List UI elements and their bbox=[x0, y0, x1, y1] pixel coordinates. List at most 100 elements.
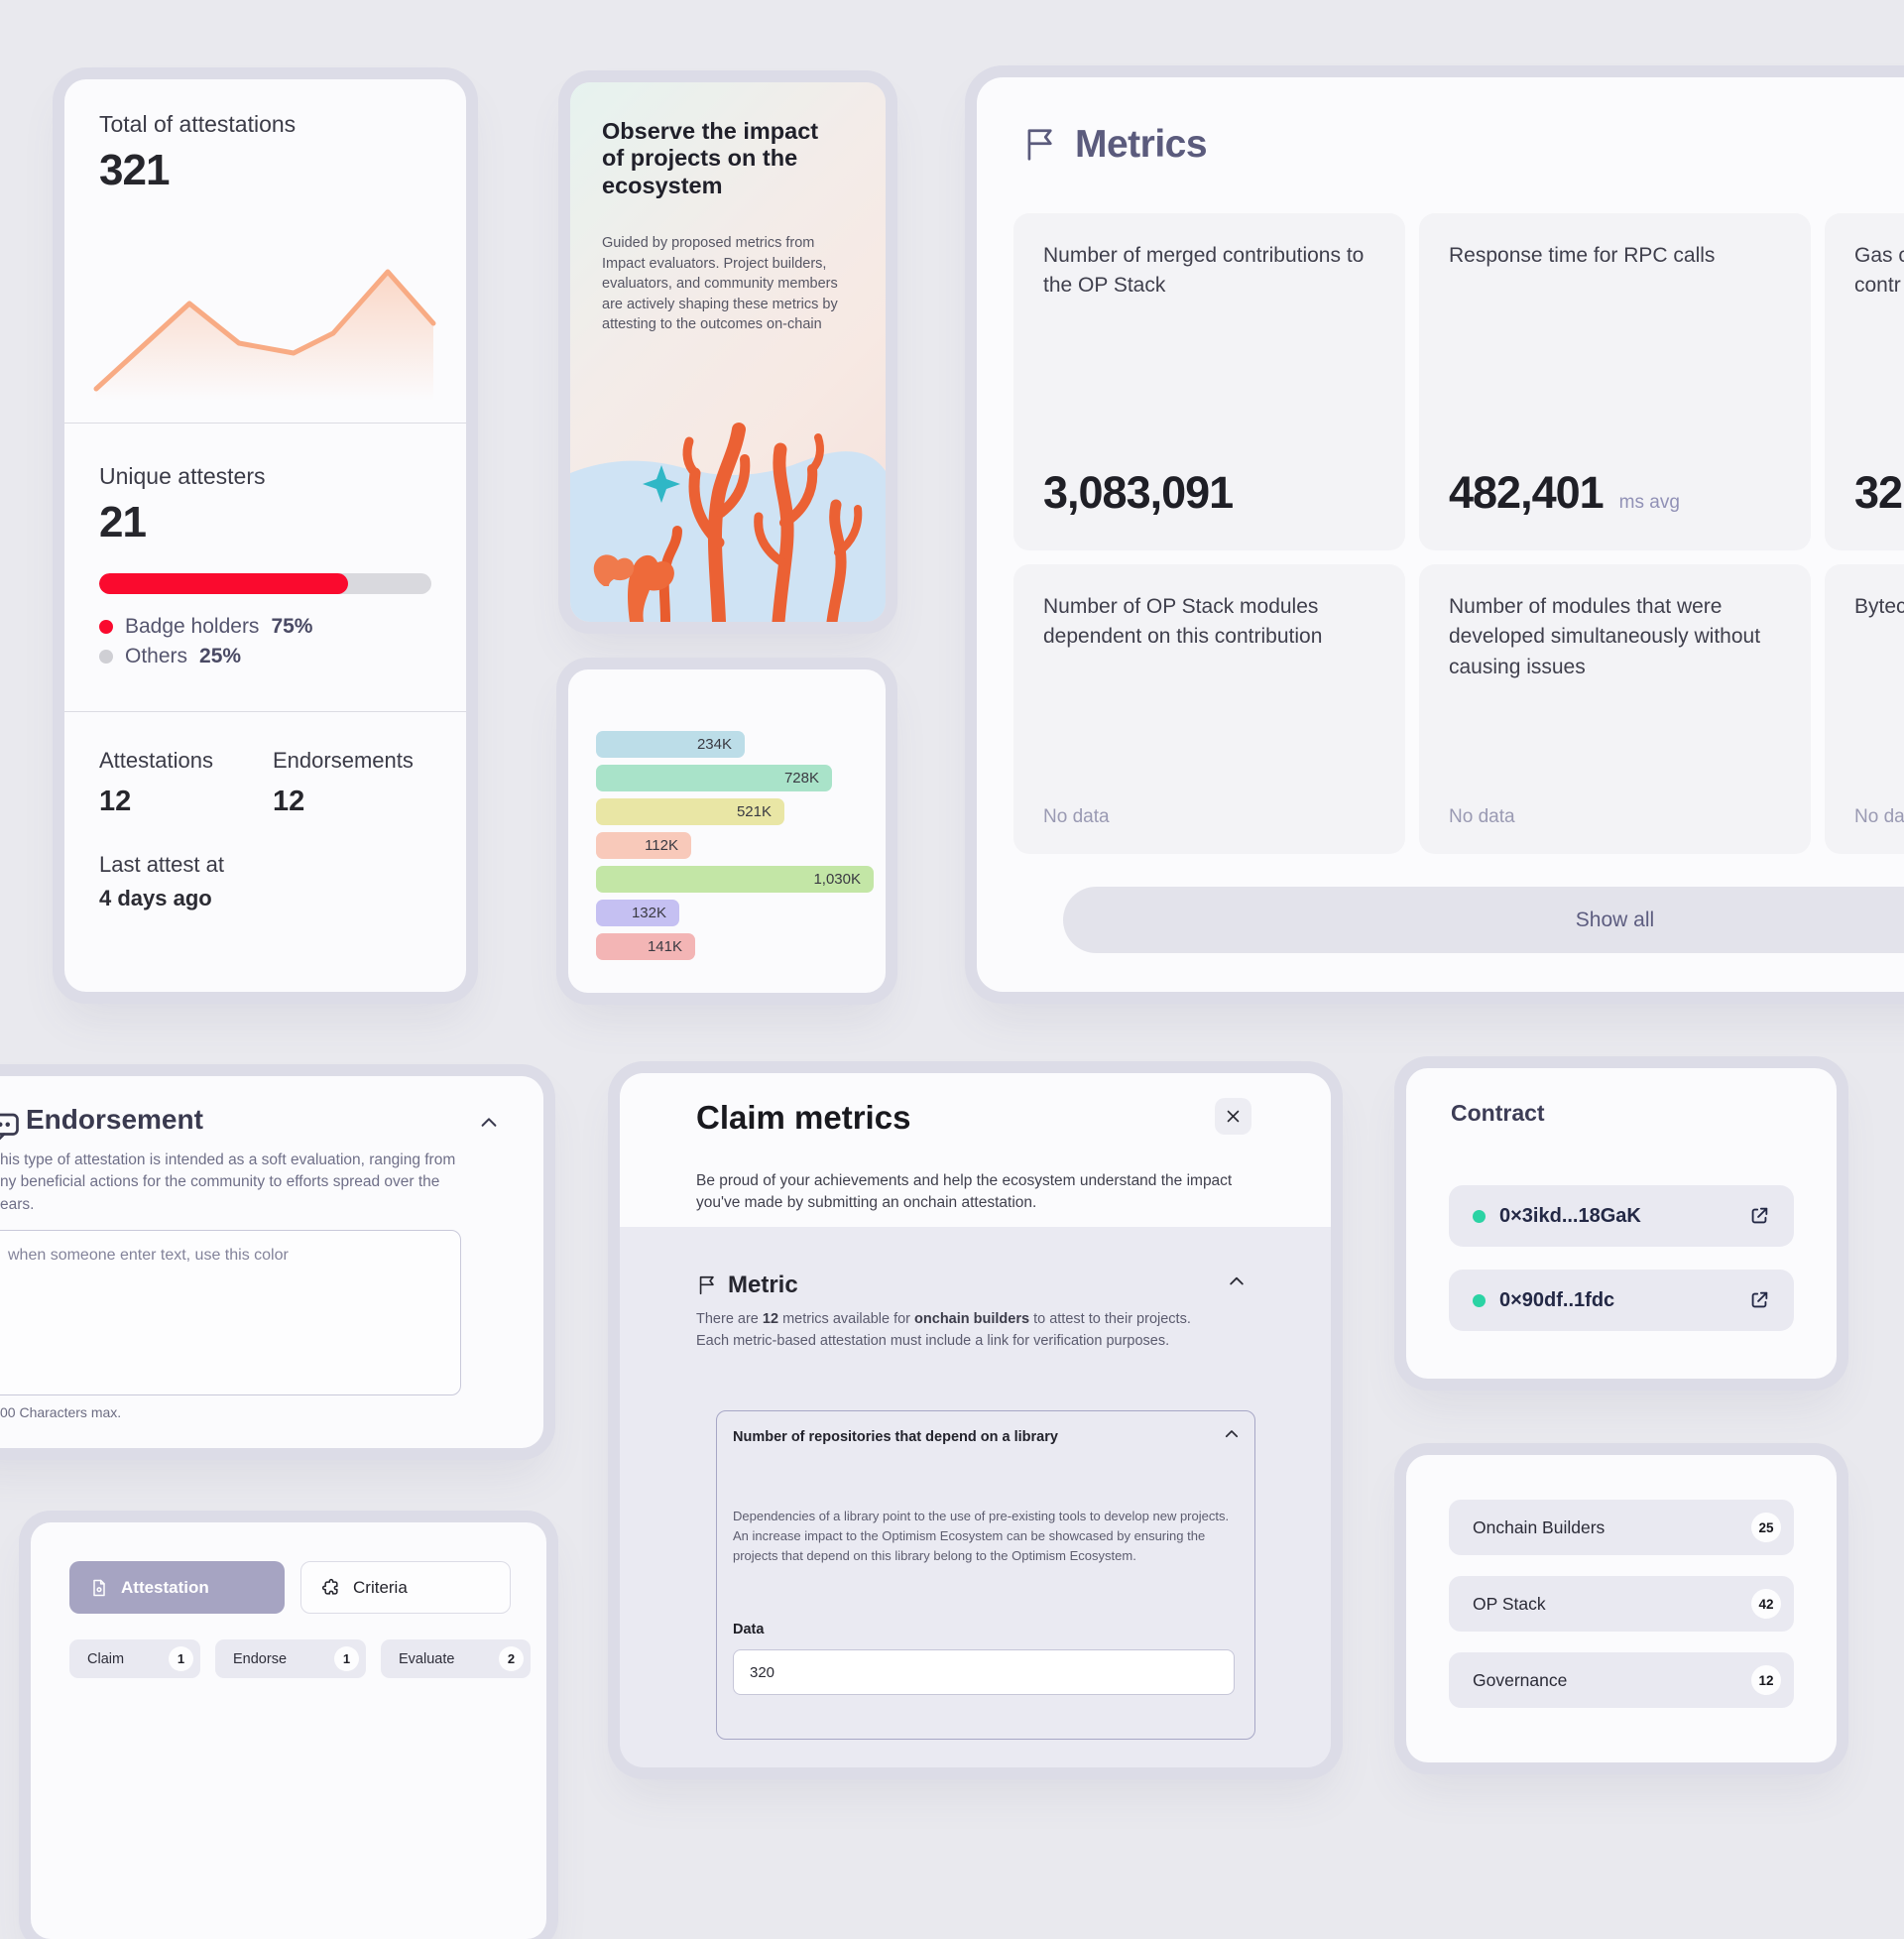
filter-chip-evaluate[interactable]: Evaluate 2 bbox=[381, 1639, 531, 1678]
unique-attesters-section: Unique attesters 21 Badge holders 75% Ot… bbox=[64, 424, 466, 712]
data-value-input[interactable] bbox=[733, 1649, 1235, 1695]
tab-attestation-label: Attestation bbox=[121, 1577, 209, 1597]
bar-label: 1,030K bbox=[813, 871, 861, 888]
attesters-legend: Badge holders 75% Others 25% bbox=[99, 612, 431, 671]
metric-accordion[interactable]: Number of repositories that depend on a … bbox=[716, 1410, 1255, 1740]
bar-row: 1,030K bbox=[596, 866, 874, 893]
close-button[interactable] bbox=[1215, 1098, 1251, 1135]
last-attest-label: Last attest at bbox=[99, 852, 224, 877]
metric-tile-label: Response time for RPC calls bbox=[1449, 244, 1716, 267]
metric-tile: Number of merged contributions to the OP… bbox=[1013, 213, 1405, 550]
total-attestations-value: 321 bbox=[99, 146, 170, 194]
tab-criteria-label: Criteria bbox=[353, 1577, 408, 1597]
claim-metrics-title: Claim metrics bbox=[696, 1099, 911, 1136]
tab-criteria[interactable]: Criteria bbox=[300, 1561, 511, 1614]
metric-tile-value: 3,083,091 bbox=[1043, 467, 1234, 518]
chip-endorse-count: 1 bbox=[334, 1646, 359, 1671]
metric-tile-status: No data bbox=[1449, 806, 1515, 827]
contract-title: Contract bbox=[1451, 1100, 1545, 1126]
endorsements-count-block: Endorsements 12 bbox=[273, 748, 414, 818]
attesters-progress-bar bbox=[99, 573, 431, 594]
metric-section-title: Metric bbox=[728, 1272, 798, 1298]
metric-tile-label: Number of merged contributions to the OP… bbox=[1043, 244, 1365, 298]
claim-metrics-description: Be proud of your achievements and help t… bbox=[696, 1172, 1233, 1212]
metric-tile: Gas c contr 32 bbox=[1825, 213, 1904, 550]
tab-attestation[interactable]: Attestation bbox=[69, 1561, 285, 1614]
attestations-count-block: Attestations 12 bbox=[99, 748, 273, 818]
metric-para-audience: onchain builders bbox=[914, 1311, 1030, 1327]
bar-row: 728K bbox=[596, 765, 832, 791]
close-icon bbox=[1227, 1110, 1240, 1123]
badge-holders-label: Badge holders bbox=[125, 615, 260, 638]
external-link-icon[interactable] bbox=[1748, 1289, 1770, 1311]
bar-row: 132K bbox=[596, 900, 679, 926]
category-row-onchain-builders[interactable]: Onchain Builders 25 bbox=[1449, 1500, 1794, 1555]
category-count-badge: 25 bbox=[1751, 1513, 1781, 1542]
contract-address-row[interactable]: 0×3ikd...18GaK bbox=[1449, 1185, 1794, 1247]
claim-metrics-header: Claim metrics Be proud of your achieveme… bbox=[620, 1073, 1331, 1227]
metric-tile-value: 32 bbox=[1854, 467, 1903, 518]
flag-icon bbox=[699, 1275, 714, 1295]
filter-chip-claim[interactable]: Claim 1 bbox=[69, 1639, 200, 1678]
unique-attesters-label: Unique attesters bbox=[99, 463, 266, 489]
bar-row: 141K bbox=[596, 933, 695, 960]
horizontal-bar-chart: 234K 728K 521K 112K 1,030K 132K 141K bbox=[596, 731, 874, 967]
bar-row: 234K bbox=[596, 731, 745, 758]
category-count-badge: 42 bbox=[1751, 1589, 1781, 1619]
category-label: Onchain Builders bbox=[1473, 1516, 1606, 1537]
chevron-up-icon[interactable] bbox=[1223, 1425, 1241, 1443]
filter-chip-endorse[interactable]: Endorse 1 bbox=[215, 1639, 366, 1678]
coral-illustration bbox=[570, 423, 886, 622]
bar-chart-card: 234K 728K 521K 112K 1,030K 132K 141K bbox=[568, 669, 886, 993]
metric-para-seg: There are bbox=[696, 1311, 763, 1327]
chip-endorse-label: Endorse bbox=[233, 1650, 288, 1667]
attestations-count-label: Attestations bbox=[99, 748, 213, 773]
metrics-card: Metrics Number of merged contributions t… bbox=[977, 77, 1904, 992]
metric-para-seg: to attest to their projects. Each metric… bbox=[696, 1311, 1191, 1349]
metric-tile: Number of modules that were developed si… bbox=[1419, 564, 1811, 854]
data-field-label: Data bbox=[733, 1622, 765, 1637]
last-attest-value: 4 days ago bbox=[99, 886, 212, 910]
endorsements-count-label: Endorsements bbox=[273, 748, 414, 773]
metric-tile: Bytec No dat bbox=[1825, 564, 1904, 854]
impact-card-title: Observe the impact of projects on the ec… bbox=[602, 118, 819, 198]
metric-tile-status: No dat bbox=[1854, 806, 1904, 827]
metric-tile: Number of OP Stack modules dependent on … bbox=[1013, 564, 1405, 854]
metric-tile: Response time for RPC calls 482,401 ms a… bbox=[1419, 213, 1811, 550]
contract-address-row[interactable]: 0×90df..1fdc bbox=[1449, 1270, 1794, 1331]
contract-card: Contract 0×3ikd...18GaK 0×90df..1fdc bbox=[1406, 1068, 1837, 1379]
category-label: Governance bbox=[1473, 1669, 1568, 1690]
chevron-up-icon[interactable] bbox=[478, 1112, 500, 1134]
endorsement-description: his type of attestation is intended as a… bbox=[0, 1151, 456, 1213]
metric-section-paragraph: There are 12 metrics available for oncha… bbox=[696, 1309, 1217, 1353]
legend-row-others: Others 25% bbox=[99, 642, 431, 671]
bar-row: 112K bbox=[596, 832, 691, 859]
endorsement-title: Endorsement bbox=[26, 1104, 203, 1135]
status-dot-icon bbox=[1473, 1293, 1486, 1307]
attestations-sparkline-chart bbox=[93, 269, 436, 401]
bar-label: 112K bbox=[645, 837, 678, 854]
metric-accordion-title: Number of repositories that depend on a … bbox=[733, 1429, 1058, 1445]
badge-holders-dot-icon bbox=[99, 620, 113, 634]
total-attestations-section: Total of attestations 321 bbox=[64, 79, 466, 424]
category-row-governance[interactable]: Governance 12 bbox=[1449, 1652, 1794, 1708]
metric-tile-label: Bytec bbox=[1854, 595, 1904, 618]
endorsements-count-value: 12 bbox=[273, 786, 305, 817]
metric-tile-label: Number of modules that were developed si… bbox=[1449, 595, 1761, 678]
show-all-button[interactable]: Show all bbox=[1063, 887, 1904, 953]
metric-accordion-description: Dependencies of a library point to the u… bbox=[733, 1509, 1230, 1564]
claim-metrics-card: Claim metrics Be proud of your achieveme… bbox=[620, 1073, 1331, 1767]
metric-para-count: 12 bbox=[762, 1311, 779, 1327]
category-row-op-stack[interactable]: OP Stack 42 bbox=[1449, 1576, 1794, 1632]
metric-section-header: Metric bbox=[696, 1272, 798, 1299]
metric-tile-label: Number of OP Stack modules dependent on … bbox=[1043, 595, 1323, 649]
endorsement-text-input[interactable] bbox=[0, 1230, 461, 1395]
chevron-up-icon[interactable] bbox=[1227, 1272, 1247, 1291]
bar-row: 521K bbox=[596, 798, 784, 825]
metric-tile-status: No data bbox=[1043, 806, 1110, 827]
chip-evaluate-count: 2 bbox=[499, 1646, 524, 1671]
categories-card: Onchain Builders 25 OP Stack 42 Governan… bbox=[1406, 1455, 1837, 1762]
attestation-tabs-card: Attestation Criteria Claim 1 Endorse 1 E… bbox=[31, 1522, 546, 1939]
external-link-icon[interactable] bbox=[1748, 1205, 1770, 1227]
others-label: Others bbox=[125, 645, 188, 667]
